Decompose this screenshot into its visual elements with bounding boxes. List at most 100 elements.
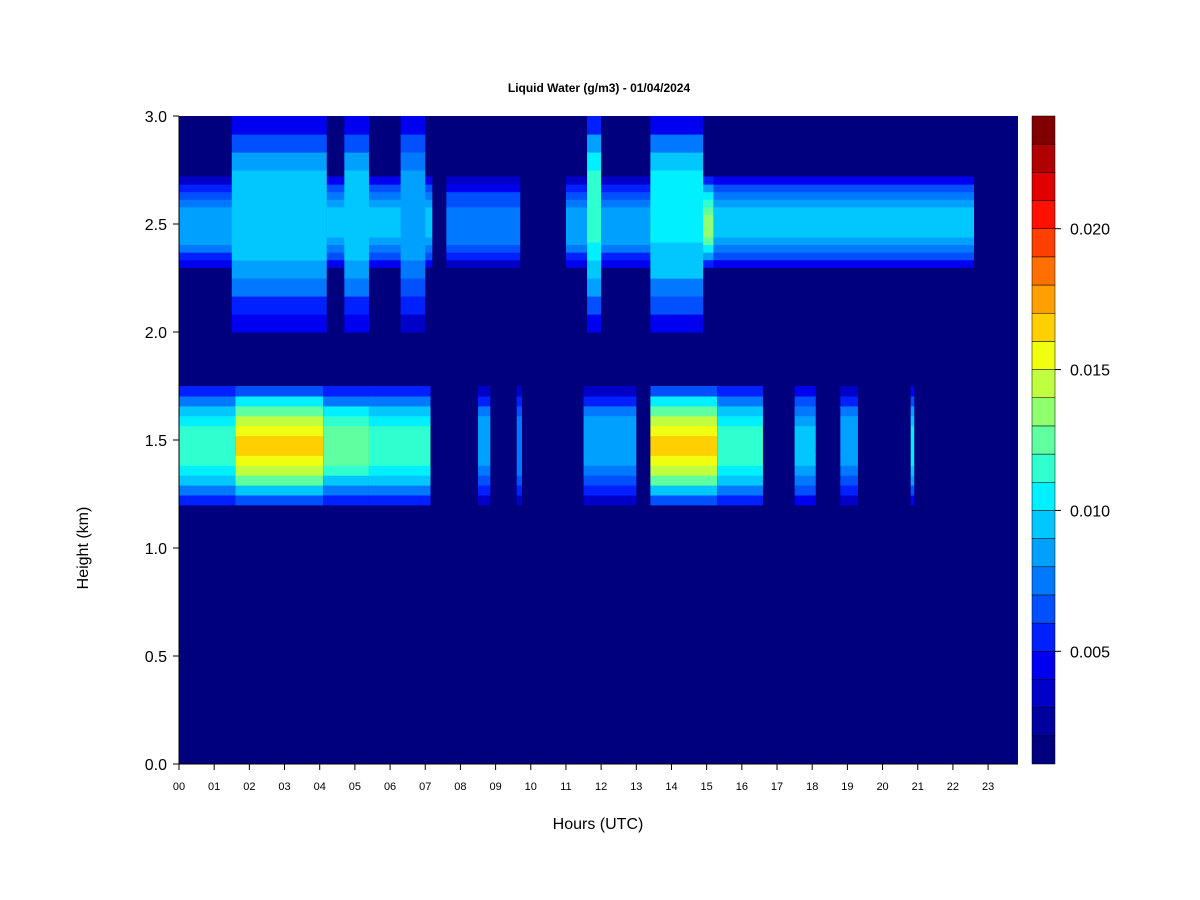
colorbar-tick-label: 0.020 [1070,222,1110,239]
heatmap-cell [478,435,491,446]
cloud-layer-0-segment-1 [235,386,324,506]
heatmap-cell [179,445,236,456]
heatmap-cell [179,386,236,397]
heatmap-cell [179,405,236,417]
heatmap-cell [650,475,718,486]
heatmap-cell [235,485,324,496]
heatmap-cell [516,465,522,476]
heatmap-cell [587,206,602,225]
colorbar-swatch [1031,312,1056,342]
heatmap-cell [235,465,324,476]
heatmap-cell [717,415,763,427]
heatmap-cell [231,188,327,207]
colorbar-swatch [1031,707,1056,737]
cloud-layer-2-segment-2 [400,116,426,333]
heatmap-cell [400,314,426,333]
heatmap-cell [565,176,651,185]
heatmap-cell [231,314,327,333]
heatmap-cell [583,475,637,486]
heatmap-cell [565,252,651,261]
heatmap-cell [565,184,651,193]
heatmap-cell [231,134,327,153]
heatmap-cell [840,445,858,456]
y-tick-label: 1.5 [145,433,167,450]
colorbar-swatch [1031,256,1056,286]
heatmap-cell [516,405,522,417]
heatmap-cell [650,445,718,456]
heatmap-cell [794,455,816,466]
heatmap-cell [400,206,426,225]
x-tick-label: 12 [595,781,607,793]
heatmap-cell [179,191,236,200]
heatmap-cell [231,152,327,171]
heatmap-cell [326,221,433,230]
heatmap-cell [323,395,369,407]
x-tick-label: 14 [665,781,677,793]
heatmap-cell [235,435,324,446]
heatmap-cell [713,191,975,200]
heatmap-cell [713,252,975,261]
heatmap-cell [235,445,324,456]
heatmap-cell [231,296,327,315]
heatmap-cell [446,244,521,253]
heatmap-cell [717,405,763,417]
x-tick-label: 09 [489,781,501,793]
heatmap-cell [717,455,763,466]
heatmap-cell [713,244,975,253]
x-axis: 00 01 02 03 04 05 06 07 08 09 10 11 12 13 14 15 16 17 18 19… [173,763,1018,793]
cloud-layer-0-segment-8 [717,386,763,506]
heatmap-cell [713,259,975,268]
heatmap-cell [326,176,433,185]
cloud-layer-2-segment-3 [587,116,602,333]
heatmap-cell [583,425,637,437]
x-tick-label: 05 [349,781,361,793]
heatmap-cell [478,465,491,476]
heatmap-cell [235,395,324,407]
heatmap-cell [179,435,236,446]
x-tick-label: 07 [419,781,431,793]
heatmap-cell [650,395,718,407]
y-tick-label: 1.0 [145,541,167,558]
x-tick-label: 02 [243,781,255,793]
heatmap-cell [179,475,236,486]
heatmap-cell [565,221,651,230]
heatmap-cell [179,494,236,506]
heatmap-cell [179,244,236,253]
colorbar-swatch [1031,622,1056,652]
heatmap-cell [717,425,763,437]
heatmap-cell [794,415,816,427]
heatmap-cell [478,386,491,397]
heatmap-cell [368,415,431,427]
heatmap-cell [840,386,858,397]
x-tick-label: 22 [947,781,959,793]
heatmap-cell [565,236,651,246]
heatmap-cell [650,494,718,506]
chart-title: Liquid Water (g/m3) - 01/04/2024 [508,81,691,95]
heatmap-cell [840,435,858,446]
heatmap-cell [650,405,718,417]
heatmap-cell [326,214,433,223]
cloud-layer-0-segment-2 [323,386,369,506]
heatmap-cell [323,455,369,466]
heatmap-cell [344,188,369,207]
x-tick-label: 17 [771,781,783,793]
colorbar-swatch [1031,143,1056,173]
heatmap-cell [179,229,236,238]
heatmap-cell [368,465,431,476]
heatmap-cell [583,405,637,417]
heatmap-cell [794,386,816,397]
heatmap-cell [516,494,522,506]
heatmap-cell [516,425,522,437]
heatmap-cell [587,260,602,279]
heatmap-cell [794,475,816,486]
heatmap-cell [368,455,431,466]
heatmap-cell [910,455,915,466]
heatmap-cell [910,395,915,407]
heatmap-cell [179,485,236,496]
heatmap-cell [650,415,718,427]
heatmap-cell [446,206,521,215]
x-tick-label: 00 [173,781,185,793]
heatmap-cell [650,170,704,189]
heatmap-cell [323,445,369,456]
heatmap-cell [323,405,369,417]
